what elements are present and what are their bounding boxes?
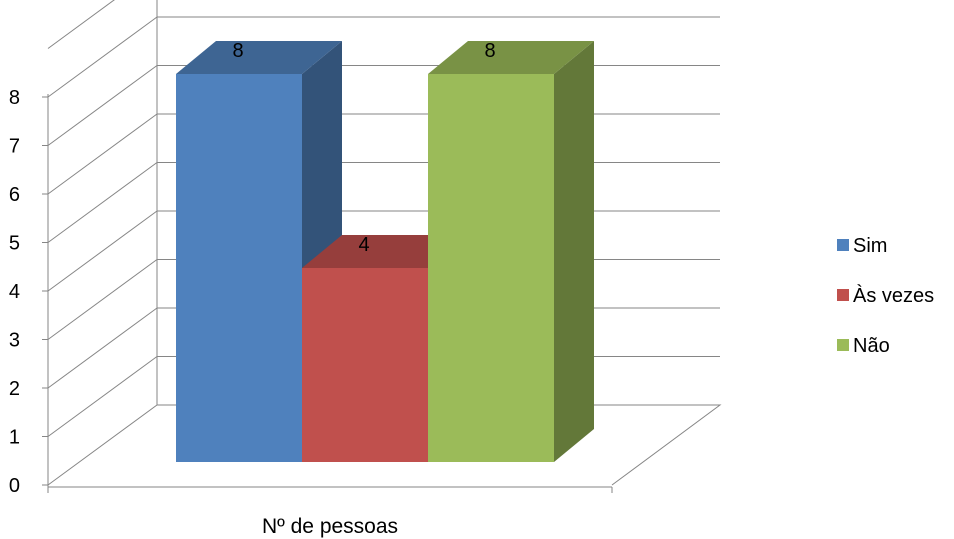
axes: 0 1 2 3 4 5 6 7 8 Nº de pessoas <box>9 87 613 538</box>
legend-swatch <box>837 289 849 301</box>
bar-top-face <box>428 41 594 74</box>
legend-swatch <box>837 239 849 251</box>
side-gridline <box>47 16 158 98</box>
data-label: 8 <box>232 40 243 62</box>
y-tick-label: 1 <box>9 427 20 449</box>
bar-top-face <box>302 235 468 268</box>
y-tick-label: 7 <box>9 136 20 158</box>
bar-front <box>428 74 554 462</box>
bar-front <box>176 74 302 462</box>
y-tick-label: 2 <box>9 378 20 400</box>
y-tick-label: 4 <box>9 281 20 303</box>
y-tick-label: 8 <box>9 87 20 109</box>
bar-top-face <box>176 41 342 74</box>
side-gridline <box>47 162 158 243</box>
side-gridline <box>47 65 158 146</box>
bar-front <box>302 268 428 462</box>
side-gridline <box>47 307 158 389</box>
x-category-label: Nº de pessoas <box>262 515 398 538</box>
legend-swatch <box>837 339 849 351</box>
data-labels: 8 4 8 <box>232 40 495 256</box>
side-gridline <box>47 210 158 292</box>
y-tick-label: 5 <box>9 233 20 255</box>
side-gridline <box>47 356 158 437</box>
data-label: 4 <box>358 234 369 256</box>
bars <box>176 41 594 462</box>
side-gridline <box>47 113 158 195</box>
y-tick-label: 3 <box>9 330 20 352</box>
legend-label: Sim <box>853 235 887 257</box>
side-gridline <box>47 0 115 49</box>
y-tick-label: 0 <box>9 475 20 497</box>
legend: Sim Às vezes Não <box>837 235 934 357</box>
bar-side-face <box>554 41 594 462</box>
legend-label: Não <box>853 335 890 357</box>
side-gridline <box>47 259 158 340</box>
data-label: 8 <box>484 40 495 62</box>
y-tick-label: 6 <box>9 184 20 206</box>
legend-label: Às vezes <box>853 284 934 307</box>
